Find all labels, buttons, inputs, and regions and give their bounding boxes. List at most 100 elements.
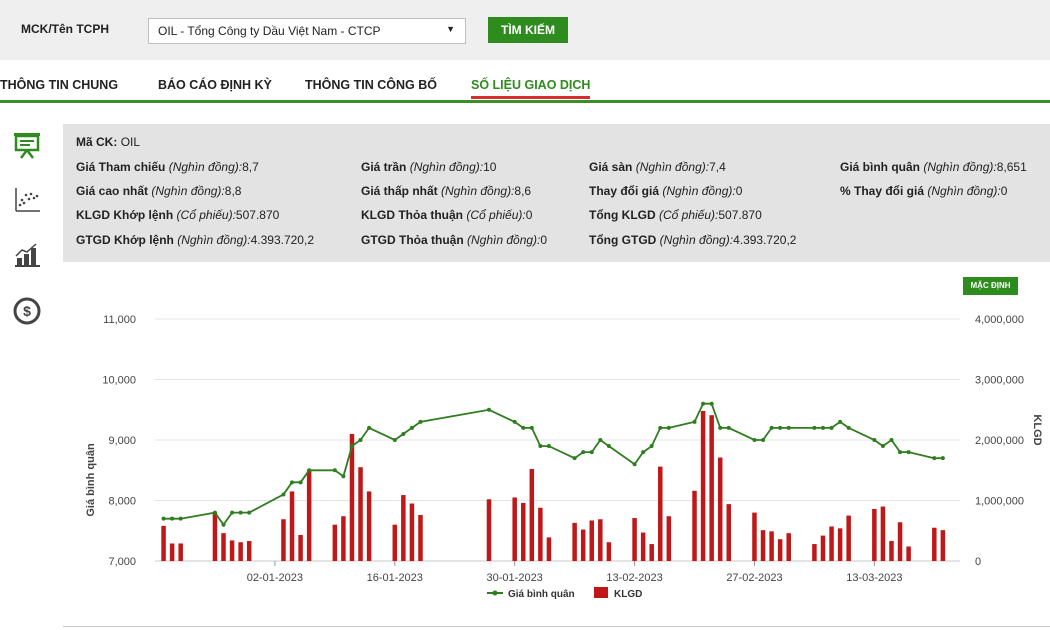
volume-bar (606, 542, 612, 561)
price-point (212, 510, 217, 515)
volume-bar (229, 540, 235, 561)
tab-general-info[interactable]: THÔNG TIN CHUNG (0, 78, 119, 92)
tab-periodic-reports[interactable]: BÁO CÁO ĐỊNH KỲ (158, 78, 272, 92)
legend-label-price: Giá bình quân (508, 589, 575, 600)
info-field: % Thay đổi giá (Nghìn đồng):0 (840, 184, 1007, 198)
presentation-board-icon[interactable] (12, 130, 42, 160)
info-field-label: Giá trần (361, 160, 407, 174)
dollar-circle-icon[interactable]: $ (12, 296, 42, 326)
volume-bar (580, 529, 586, 561)
price-point (512, 419, 517, 424)
tab-trading-data[interactable]: SỐ LIỆU GIAO DỊCH (471, 78, 591, 99)
volume-bar (769, 531, 774, 561)
price-point (221, 522, 226, 527)
info-field-unit: (Nghìn đồng): (923, 160, 997, 174)
volume-bar (786, 533, 791, 561)
price-point (598, 438, 603, 442)
x-tick-label: 13-02-2023 (606, 572, 662, 584)
price-point (658, 425, 663, 430)
ticker-select[interactable]: OIL - Tổng Công ty Dầu Việt Nam - CTCP ▼ (148, 18, 466, 44)
volume-bar (700, 410, 706, 561)
price-point (589, 450, 594, 455)
y-right-tick-label: 0 (975, 556, 981, 568)
price-point (666, 425, 671, 430)
price-point (341, 474, 346, 479)
price-point (367, 425, 372, 430)
volume-bar (777, 539, 783, 561)
y-left-axis-title: Giá bình quân (85, 443, 97, 517)
info-field-unit: (Nghìn đồng): (659, 233, 734, 247)
volume-bar (658, 466, 663, 561)
price-point (838, 419, 843, 424)
info-field-unit: (Nghìn đồng): (409, 160, 484, 174)
info-field: Giá thấp nhất (Nghìn đồng):8,6 (361, 184, 531, 198)
volume-bar (752, 512, 757, 561)
info-field: KLGD Thỏa thuận (Cổ phiếu):0 (361, 208, 532, 222)
volume-bar (358, 467, 363, 561)
price-point (726, 425, 731, 430)
volume-bar (572, 522, 577, 561)
volume-bar (341, 516, 346, 561)
bar-chart-icon[interactable] (12, 240, 42, 270)
info-field: Tổng KLGD (Cổ phiếu):507.870 (589, 208, 762, 222)
volume-bar (649, 544, 654, 561)
volume-bar (212, 512, 218, 561)
volume-bar (306, 470, 312, 561)
volume-bar (589, 520, 595, 561)
info-field-unit: (Nghìn đồng): (441, 184, 515, 198)
price-point (332, 468, 337, 473)
info-field: GTGD Thỏa thuận (Nghìn đồng):0 (361, 233, 547, 247)
price-point (906, 450, 911, 455)
volume-bar (932, 527, 937, 561)
x-tick-label: 02-01-2023 (247, 572, 303, 584)
price-point (932, 456, 937, 461)
volume-bar (897, 522, 903, 561)
x-tick-label: 30-01-2023 (487, 572, 543, 584)
price-point (649, 444, 654, 449)
info-field: Thay đổi giá (Nghìn đồng):0 (589, 184, 742, 198)
legend-line-marker (492, 590, 498, 596)
y-left-tick-label: 8,000 (108, 496, 136, 508)
info-field-label: KLGD Thỏa thuận (361, 208, 463, 222)
info-field-unit: (Nghìn đồng): (177, 233, 251, 247)
price-point (872, 438, 877, 442)
info-field-value: 0 (525, 208, 533, 222)
price-point (718, 425, 723, 430)
search-button[interactable]: TÌM KIẾM (488, 17, 568, 43)
legend-label-volume: KLGD (614, 589, 642, 600)
price-point (898, 450, 903, 455)
volume-bar (332, 524, 338, 561)
volume-bar (289, 491, 295, 561)
scatter-chart-icon[interactable] (12, 185, 42, 215)
price-point (940, 456, 945, 461)
x-tick-label: 13-03-2023 (846, 572, 902, 584)
volume-bar (709, 415, 714, 561)
volume-bar (837, 528, 843, 561)
info-field: Giá trần (Nghìn đồng):10 (361, 160, 496, 174)
price-point (349, 444, 354, 449)
tab-disclosures[interactable]: THÔNG TIN CÔNG BỐ (305, 78, 437, 92)
y-right-tick-label: 4,000,000 (975, 314, 1024, 326)
price-point (692, 419, 697, 424)
default-view-button[interactable]: MẶC ĐỊNH (963, 277, 1018, 295)
volume-bar (238, 542, 243, 561)
price-point (606, 444, 611, 449)
volume-bar (546, 537, 552, 561)
tab-bar: THÔNG TIN CHUNG BÁO CÁO ĐỊNH KỲ THÔNG TI… (0, 60, 1050, 103)
info-field-label: Tổng GTGD (589, 233, 657, 247)
price-point (161, 516, 166, 521)
volume-bar (409, 503, 415, 561)
svg-text:$: $ (23, 303, 31, 319)
price-point (178, 516, 183, 521)
info-field: GTGD Khớp lệnh (Nghìn đồng):4.393.720,2 (76, 233, 314, 247)
volume-bar (940, 530, 946, 561)
volume-bar (820, 535, 826, 561)
info-field: Giá Tham chiếu (Nghìn đồng):8,7 (76, 160, 259, 174)
volume-bar (520, 502, 526, 561)
info-field-label: KLGD Khớp lệnh (76, 208, 174, 222)
volume-bar (298, 534, 303, 561)
price-point (761, 438, 766, 442)
info-field-unit: (Nghìn đồng): (927, 184, 1001, 198)
info-field-value: 0 (735, 184, 743, 198)
info-field: Giá sàn (Nghìn đồng):7,4 (589, 160, 726, 174)
